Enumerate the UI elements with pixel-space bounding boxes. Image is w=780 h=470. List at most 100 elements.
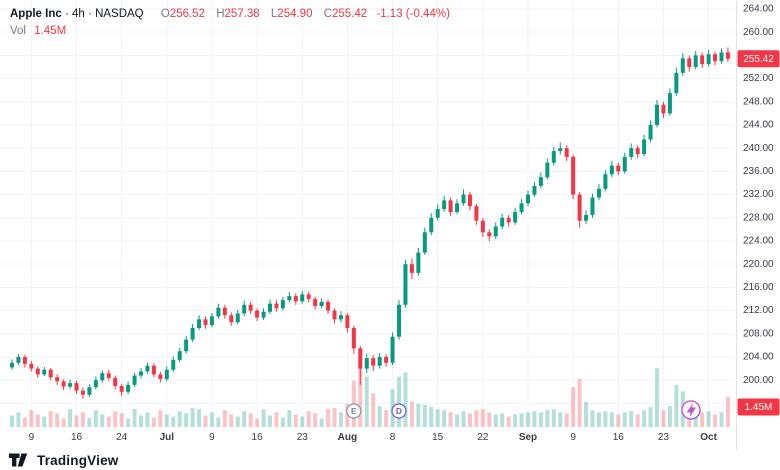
symbol-name[interactable]: Apple Inc [10,8,62,20]
svg-text:E: E [351,406,357,416]
candle [158,371,163,383]
candle [648,120,653,143]
volume-bar [513,414,518,427]
volume-bar [635,414,640,427]
svg-text:1.45M: 1.45M [745,402,773,413]
price-tick-label: 232.00 [743,189,774,200]
volume-bar [577,378,582,427]
price-tick-label: 252.00 [743,73,774,84]
price-tick-label: 200.00 [743,375,774,386]
volume-bar [596,412,601,427]
volume-bar [68,409,73,427]
candle [216,303,221,319]
candle [345,312,350,333]
candle [222,304,227,319]
volume-bar [706,411,711,427]
candle [164,366,169,382]
volume-bar [306,411,311,427]
candle [364,353,369,374]
candle [29,361,34,372]
grid-lines [0,0,735,427]
exchange-label: NASDAQ [95,8,144,20]
interval-label[interactable]: 4h [72,8,85,20]
time-tick-label: 9 [29,432,35,443]
volume-bar [338,412,343,427]
candle [409,258,414,280]
candle [139,368,143,379]
volume-bar [119,413,124,427]
volume-bar [10,415,14,427]
candle [519,199,524,215]
candle [113,375,118,390]
volume-bar [80,412,85,427]
candle [126,381,131,395]
close-value: 255.42 [332,8,368,20]
volume-bar [171,416,176,427]
candle [403,259,408,308]
volume-bar [313,413,318,427]
volume-bar [87,417,92,427]
volume-bar [29,410,34,427]
volume-bar [429,407,434,427]
volume-bar [35,414,40,427]
earnings-marker[interactable]: E [346,403,362,419]
candle [706,49,711,67]
candle [680,53,685,76]
time-tick-label: 16 [252,432,264,443]
volume-bar [603,411,608,427]
candle [700,52,705,69]
candle [280,296,285,311]
legend-dot: · [88,8,92,20]
price-tick-label: 220.00 [743,259,774,270]
candle [584,210,589,225]
high-label: H [216,8,225,20]
volume-bar [164,414,169,427]
candle [313,296,318,310]
svg-text:255.42: 255.42 [743,54,774,65]
candle [635,145,640,159]
volume-bar [74,415,79,427]
candle [242,300,247,316]
volume-bar [545,410,550,427]
candle [100,370,105,383]
time-tick-label: 9 [570,432,576,443]
volume-bar [106,416,111,427]
time-tick-label: Sep [519,432,537,443]
volume-bar [616,414,621,427]
candle [629,143,634,160]
price-tick-label: 260.00 [743,27,774,38]
time-tick-label: 22 [477,432,489,443]
volume-bar [558,412,563,427]
candle [532,181,537,197]
volume-bar [42,416,47,427]
candle [416,247,421,276]
price-tick-label: 216.00 [743,282,774,293]
candle [616,162,621,176]
volume-bar [467,413,472,427]
volume-legend-row: Vol 1.45M [10,23,450,40]
time-axis[interactable]: 9 16 24 Jul 9 16 23 Aug 8 15 22 Sep 9 16 23 Oct [29,432,718,443]
candle [622,152,627,174]
volume-bar [551,409,556,427]
candle [358,345,363,385]
volume-bar [364,376,369,427]
flash-icon[interactable] [681,400,701,420]
volume-bar [590,410,595,427]
dividend-marker[interactable]: D [391,403,407,419]
candle [16,354,21,366]
time-tick-label: 24 [116,432,128,443]
tradingview-logo[interactable]: TradingView [8,452,118,468]
candle [693,50,698,70]
volume-bar [480,409,485,427]
candle [661,101,666,119]
candle [197,315,202,331]
volume-bar [442,410,447,427]
footer-bar: TradingView [0,450,780,470]
candle [93,376,98,390]
candle [10,359,14,370]
volume-bar [403,372,408,427]
volume-bar [209,412,214,427]
candle [545,158,550,180]
candle [151,363,156,378]
